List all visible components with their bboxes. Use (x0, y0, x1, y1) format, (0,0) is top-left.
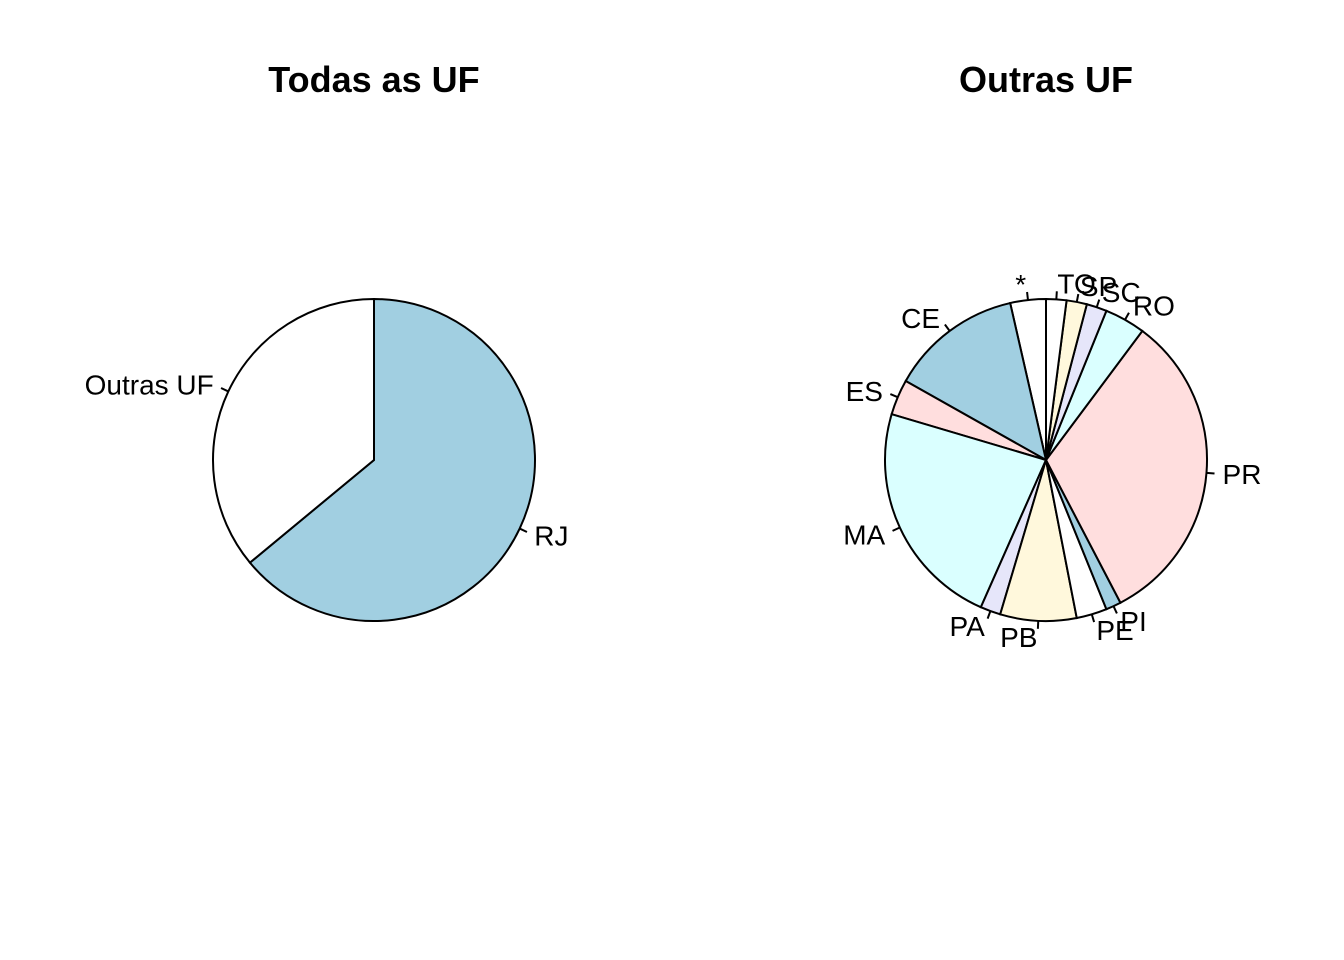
label-tick-sp (1075, 293, 1080, 303)
chart-title: Todas as UF (268, 59, 479, 100)
slice-label-sc: SC (1102, 277, 1141, 308)
slice-label-asterisk: * (1015, 269, 1026, 300)
pie-slice-to (1045, 297, 1068, 461)
slice-label-ma: MA (843, 519, 885, 550)
slice-label-rj: RJ (534, 520, 568, 551)
slice-label-pb: PB (1000, 622, 1037, 653)
chart-title: Outras UF (959, 59, 1133, 100)
label-tick-ro (1124, 312, 1130, 321)
slice-label-pi: PI (1120, 606, 1146, 637)
label-tick-es (889, 393, 899, 399)
pie-slice-rj (248, 297, 536, 622)
label-tick-pa (986, 610, 992, 619)
slice-label-pr: PR (1223, 459, 1262, 490)
slice-label-sp: SP (1080, 271, 1117, 302)
label-tick-rj (519, 527, 528, 533)
pie-slice-ce (904, 301, 1048, 462)
label-tick-to (1055, 291, 1058, 300)
label-tick-pe (1090, 614, 1096, 623)
slice-labels: RJ Outras UF (85, 370, 569, 552)
slice-label-ce: CE (901, 303, 940, 334)
label-tick-sc (1095, 299, 1101, 308)
pie-chart-todas-as-uf: Todas as UF RJ Outras UF (85, 59, 569, 622)
pie-slice-outras-uf (212, 297, 375, 565)
slice-label-outras-uf: Outras UF (85, 370, 214, 401)
slice-label-ro: RO (1133, 291, 1175, 322)
label-tick-ce (944, 323, 951, 332)
label-tick-ma (892, 526, 901, 532)
label-tick-pr (1206, 471, 1215, 475)
label-tick-outras-uf (220, 387, 229, 393)
slices (212, 297, 536, 622)
pie-slice-pr (1044, 329, 1208, 605)
label-tick-pi (1112, 605, 1118, 614)
slice-label-to: TO (1057, 268, 1095, 299)
slices (884, 297, 1208, 622)
slice-label-pa: PA (950, 611, 986, 642)
slice-label-es: ES (846, 376, 883, 407)
slice-label-pe: PE (1096, 615, 1133, 646)
label-tick-asterisk (1026, 291, 1029, 301)
